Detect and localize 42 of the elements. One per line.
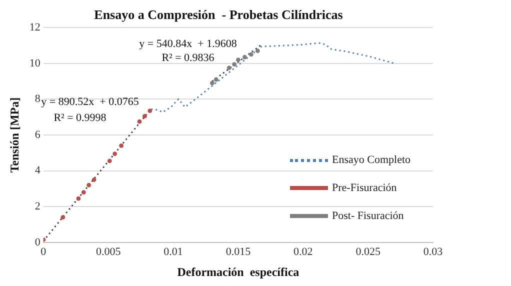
x-tick-label: 0.01 (164, 246, 183, 258)
point (92, 178, 96, 182)
y-tick-label: 2 (34, 200, 40, 212)
legend-label: Post- Fisuración (332, 210, 404, 222)
point (148, 108, 152, 114)
chart-title: Ensayo a Compresión - Probetas Cilíndricas (94, 7, 343, 22)
y-tick-label: 4 (34, 164, 41, 177)
point (242, 54, 247, 60)
point (81, 190, 86, 194)
y-tick-label: 10 (29, 57, 41, 70)
point (210, 80, 214, 86)
point (86, 182, 92, 188)
point (236, 58, 240, 62)
y-tick-label: 8 (34, 93, 41, 106)
x-tick-label: 0.03 (423, 246, 444, 258)
point (60, 215, 66, 220)
point (232, 62, 237, 66)
point (107, 158, 112, 164)
point (142, 114, 147, 118)
annotation: y = 540.84x + 1.9608 (139, 38, 238, 50)
y-axis-title: Tensión [MPa] (7, 97, 22, 173)
point (226, 66, 232, 70)
x-tick-label: 0.025 (356, 246, 381, 258)
annotation: R² = 0.9836 (162, 52, 215, 64)
y-tick-label: 0 (34, 236, 41, 248)
y-tick-label: 12 (29, 21, 40, 34)
annotation: y = 890.52x + 0.0765 (41, 96, 140, 108)
x-tick-label: 0.015 (226, 246, 252, 258)
point (214, 77, 218, 82)
x-tick-label: 0.02 (294, 246, 313, 258)
point (112, 152, 118, 156)
point (76, 196, 81, 201)
annotation: R² = 0.9998 (54, 112, 107, 124)
legend-label: Ensayo Completo (332, 154, 411, 166)
x-axis-title: Deformación específica (177, 264, 300, 279)
legend-label: Pre-Fisuración (332, 182, 397, 194)
point (119, 144, 124, 148)
point (255, 48, 260, 54)
point (248, 52, 254, 57)
x-tick-label: 0.005 (96, 246, 122, 258)
point (137, 119, 142, 124)
y-tick-label: 6 (34, 128, 41, 141)
